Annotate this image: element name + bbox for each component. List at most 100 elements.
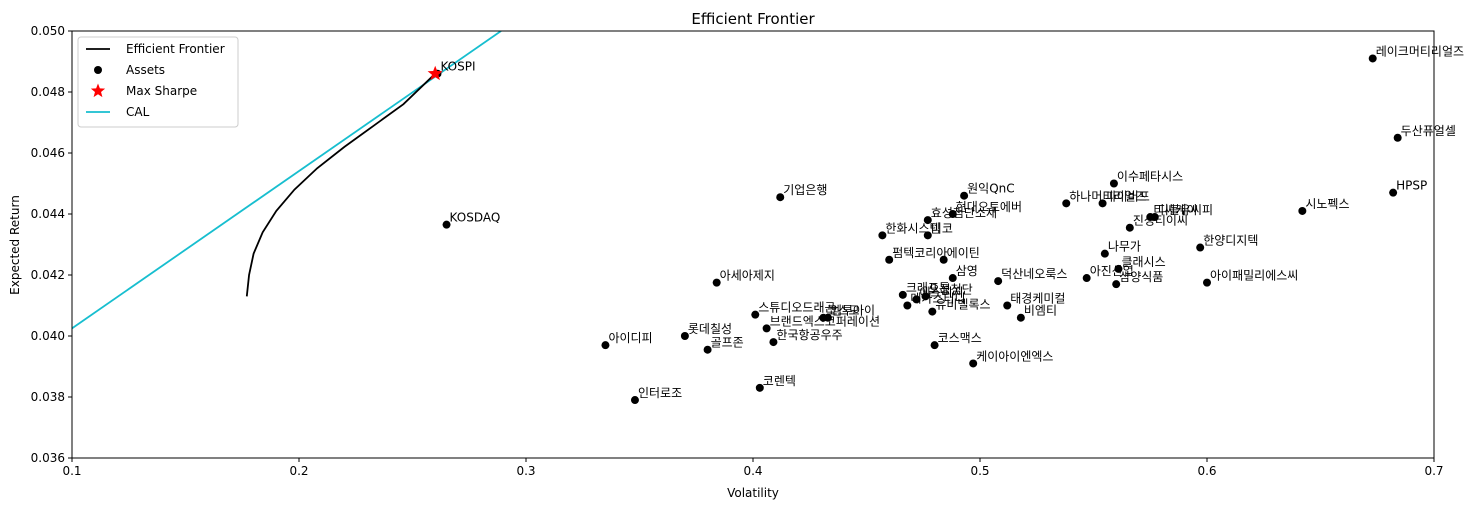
y-tick-label: 0.050 bbox=[31, 24, 65, 38]
asset-point bbox=[928, 307, 937, 316]
legend-dot-swatch bbox=[94, 66, 102, 74]
x-tick-label: 0.1 bbox=[62, 464, 81, 478]
asset-point bbox=[776, 193, 785, 202]
asset-point bbox=[1393, 133, 1402, 142]
x-tick-label: 0.2 bbox=[289, 464, 308, 478]
asset-label: 케이아이엔엑스 bbox=[976, 349, 1053, 363]
asset-point bbox=[823, 313, 832, 322]
x-tick-label: 0.7 bbox=[1424, 464, 1443, 478]
asset-label: 기업은행 bbox=[783, 182, 827, 197]
asset-point bbox=[769, 338, 778, 347]
asset-point bbox=[921, 292, 930, 301]
asset-label: 유비벨록스 bbox=[935, 298, 990, 312]
asset-point bbox=[1109, 179, 1118, 188]
asset-label: 미코 bbox=[931, 221, 953, 235]
max-sharpe-marker bbox=[427, 65, 443, 81]
legend-label: Efficient Frontier bbox=[126, 42, 225, 56]
asset-point bbox=[930, 341, 939, 350]
asset-label: 덕산네오룩스 bbox=[1001, 267, 1067, 281]
legend-label: Assets bbox=[126, 63, 165, 77]
legend-star-swatch bbox=[90, 83, 106, 98]
asset-point bbox=[442, 220, 451, 229]
y-axis-label: Expected Return bbox=[8, 195, 22, 295]
asset-label: 오성첨단 bbox=[929, 282, 973, 296]
asset-point bbox=[712, 278, 721, 287]
asset-point bbox=[878, 231, 887, 240]
cal-line bbox=[72, 31, 502, 330]
y-tick-label: 0.048 bbox=[31, 85, 65, 99]
asset-point bbox=[1100, 249, 1109, 258]
asset-label: 엠투아이 bbox=[831, 304, 875, 318]
asset-label: 파이버프 bbox=[1106, 189, 1150, 203]
plot-clip-group bbox=[72, 31, 502, 330]
asset-label: 클래시스 bbox=[1121, 255, 1165, 269]
y-tick-label: 0.044 bbox=[31, 207, 65, 221]
asset-point bbox=[601, 341, 610, 350]
x-tick-label: 0.5 bbox=[970, 464, 989, 478]
y-tick-label: 0.040 bbox=[31, 329, 65, 343]
asset-point bbox=[1003, 301, 1012, 310]
asset-point bbox=[1098, 199, 1107, 208]
asset-label: 브랜드엑스코퍼레이션 bbox=[770, 314, 880, 328]
asset-label: 롯데칠성 bbox=[688, 322, 732, 336]
asset-point bbox=[1196, 243, 1205, 252]
asset-label: 현대오토에버 bbox=[956, 200, 1022, 214]
asset-label: 하나머티리얼즈 bbox=[1069, 189, 1146, 203]
asset-label: 비엠티 bbox=[1024, 304, 1057, 318]
asset-label: 코스모 bbox=[826, 304, 859, 318]
asset-label: 원익QnC bbox=[967, 182, 1015, 196]
asset-point bbox=[948, 210, 957, 218]
asset-point bbox=[898, 290, 907, 299]
y-tick-label: 0.046 bbox=[31, 146, 65, 160]
asset-label: 진성티이씨 bbox=[1133, 214, 1188, 228]
asset-label: 아이패밀리에스씨 bbox=[1210, 269, 1298, 283]
asset-point bbox=[912, 295, 921, 304]
asset-label: 시노펙스 bbox=[1305, 197, 1349, 211]
asset-label: 효성첨단소재 bbox=[931, 206, 997, 220]
asset-point bbox=[923, 231, 932, 240]
legend-label: CAL bbox=[126, 105, 150, 119]
asset-label: 코스맥스 bbox=[938, 331, 982, 345]
asset-point bbox=[948, 274, 957, 283]
asset-point bbox=[1125, 223, 1134, 232]
asset-label: 이수페타시스 bbox=[1117, 170, 1183, 184]
asset-point bbox=[1203, 278, 1211, 287]
asset-point bbox=[885, 255, 894, 264]
asset-label: 디블유씨피 bbox=[1158, 203, 1213, 217]
asset-point bbox=[994, 277, 1003, 286]
asset-point bbox=[969, 359, 978, 368]
asset-label: 티씨케이 bbox=[1153, 203, 1197, 217]
asset-label: 한양디지텍 bbox=[1203, 234, 1258, 248]
asset-point bbox=[960, 191, 969, 200]
asset-label: 크래프톤 bbox=[906, 281, 950, 295]
asset-point bbox=[923, 216, 932, 225]
asset-label: HPSP bbox=[1396, 179, 1427, 193]
chart-title: Efficient Frontier bbox=[691, 10, 815, 28]
asset-point bbox=[1389, 188, 1398, 197]
asset-label: 삼양식품 bbox=[1119, 270, 1163, 284]
y-tick-label: 0.036 bbox=[31, 451, 65, 465]
legend-box bbox=[77, 36, 239, 128]
y-tick-label: 0.038 bbox=[31, 390, 65, 404]
x-axis-label: Volatility bbox=[727, 486, 779, 500]
asset-point bbox=[703, 345, 712, 354]
asset-label: 아세아제지 bbox=[720, 269, 775, 283]
y-tick-label: 0.042 bbox=[31, 268, 65, 282]
asset-point bbox=[755, 383, 764, 392]
asset-label: 에스피지 bbox=[919, 285, 963, 299]
asset-label: 아이디피 bbox=[608, 331, 652, 345]
legend: Efficient Frontier Assets Max Sharpe CAL bbox=[77, 36, 239, 128]
legend-label: Max Sharpe bbox=[126, 84, 197, 98]
asset-point bbox=[751, 310, 760, 319]
asset-point bbox=[1368, 54, 1377, 63]
asset-label: 레이크머티리얼즈 bbox=[1376, 44, 1464, 58]
asset-label: 두산퓨얼셀 bbox=[1401, 124, 1456, 138]
asset-point bbox=[1062, 199, 1071, 208]
asset-point bbox=[630, 396, 639, 405]
asset-point bbox=[1082, 274, 1091, 283]
asset-label: 인터로조 bbox=[638, 386, 682, 400]
